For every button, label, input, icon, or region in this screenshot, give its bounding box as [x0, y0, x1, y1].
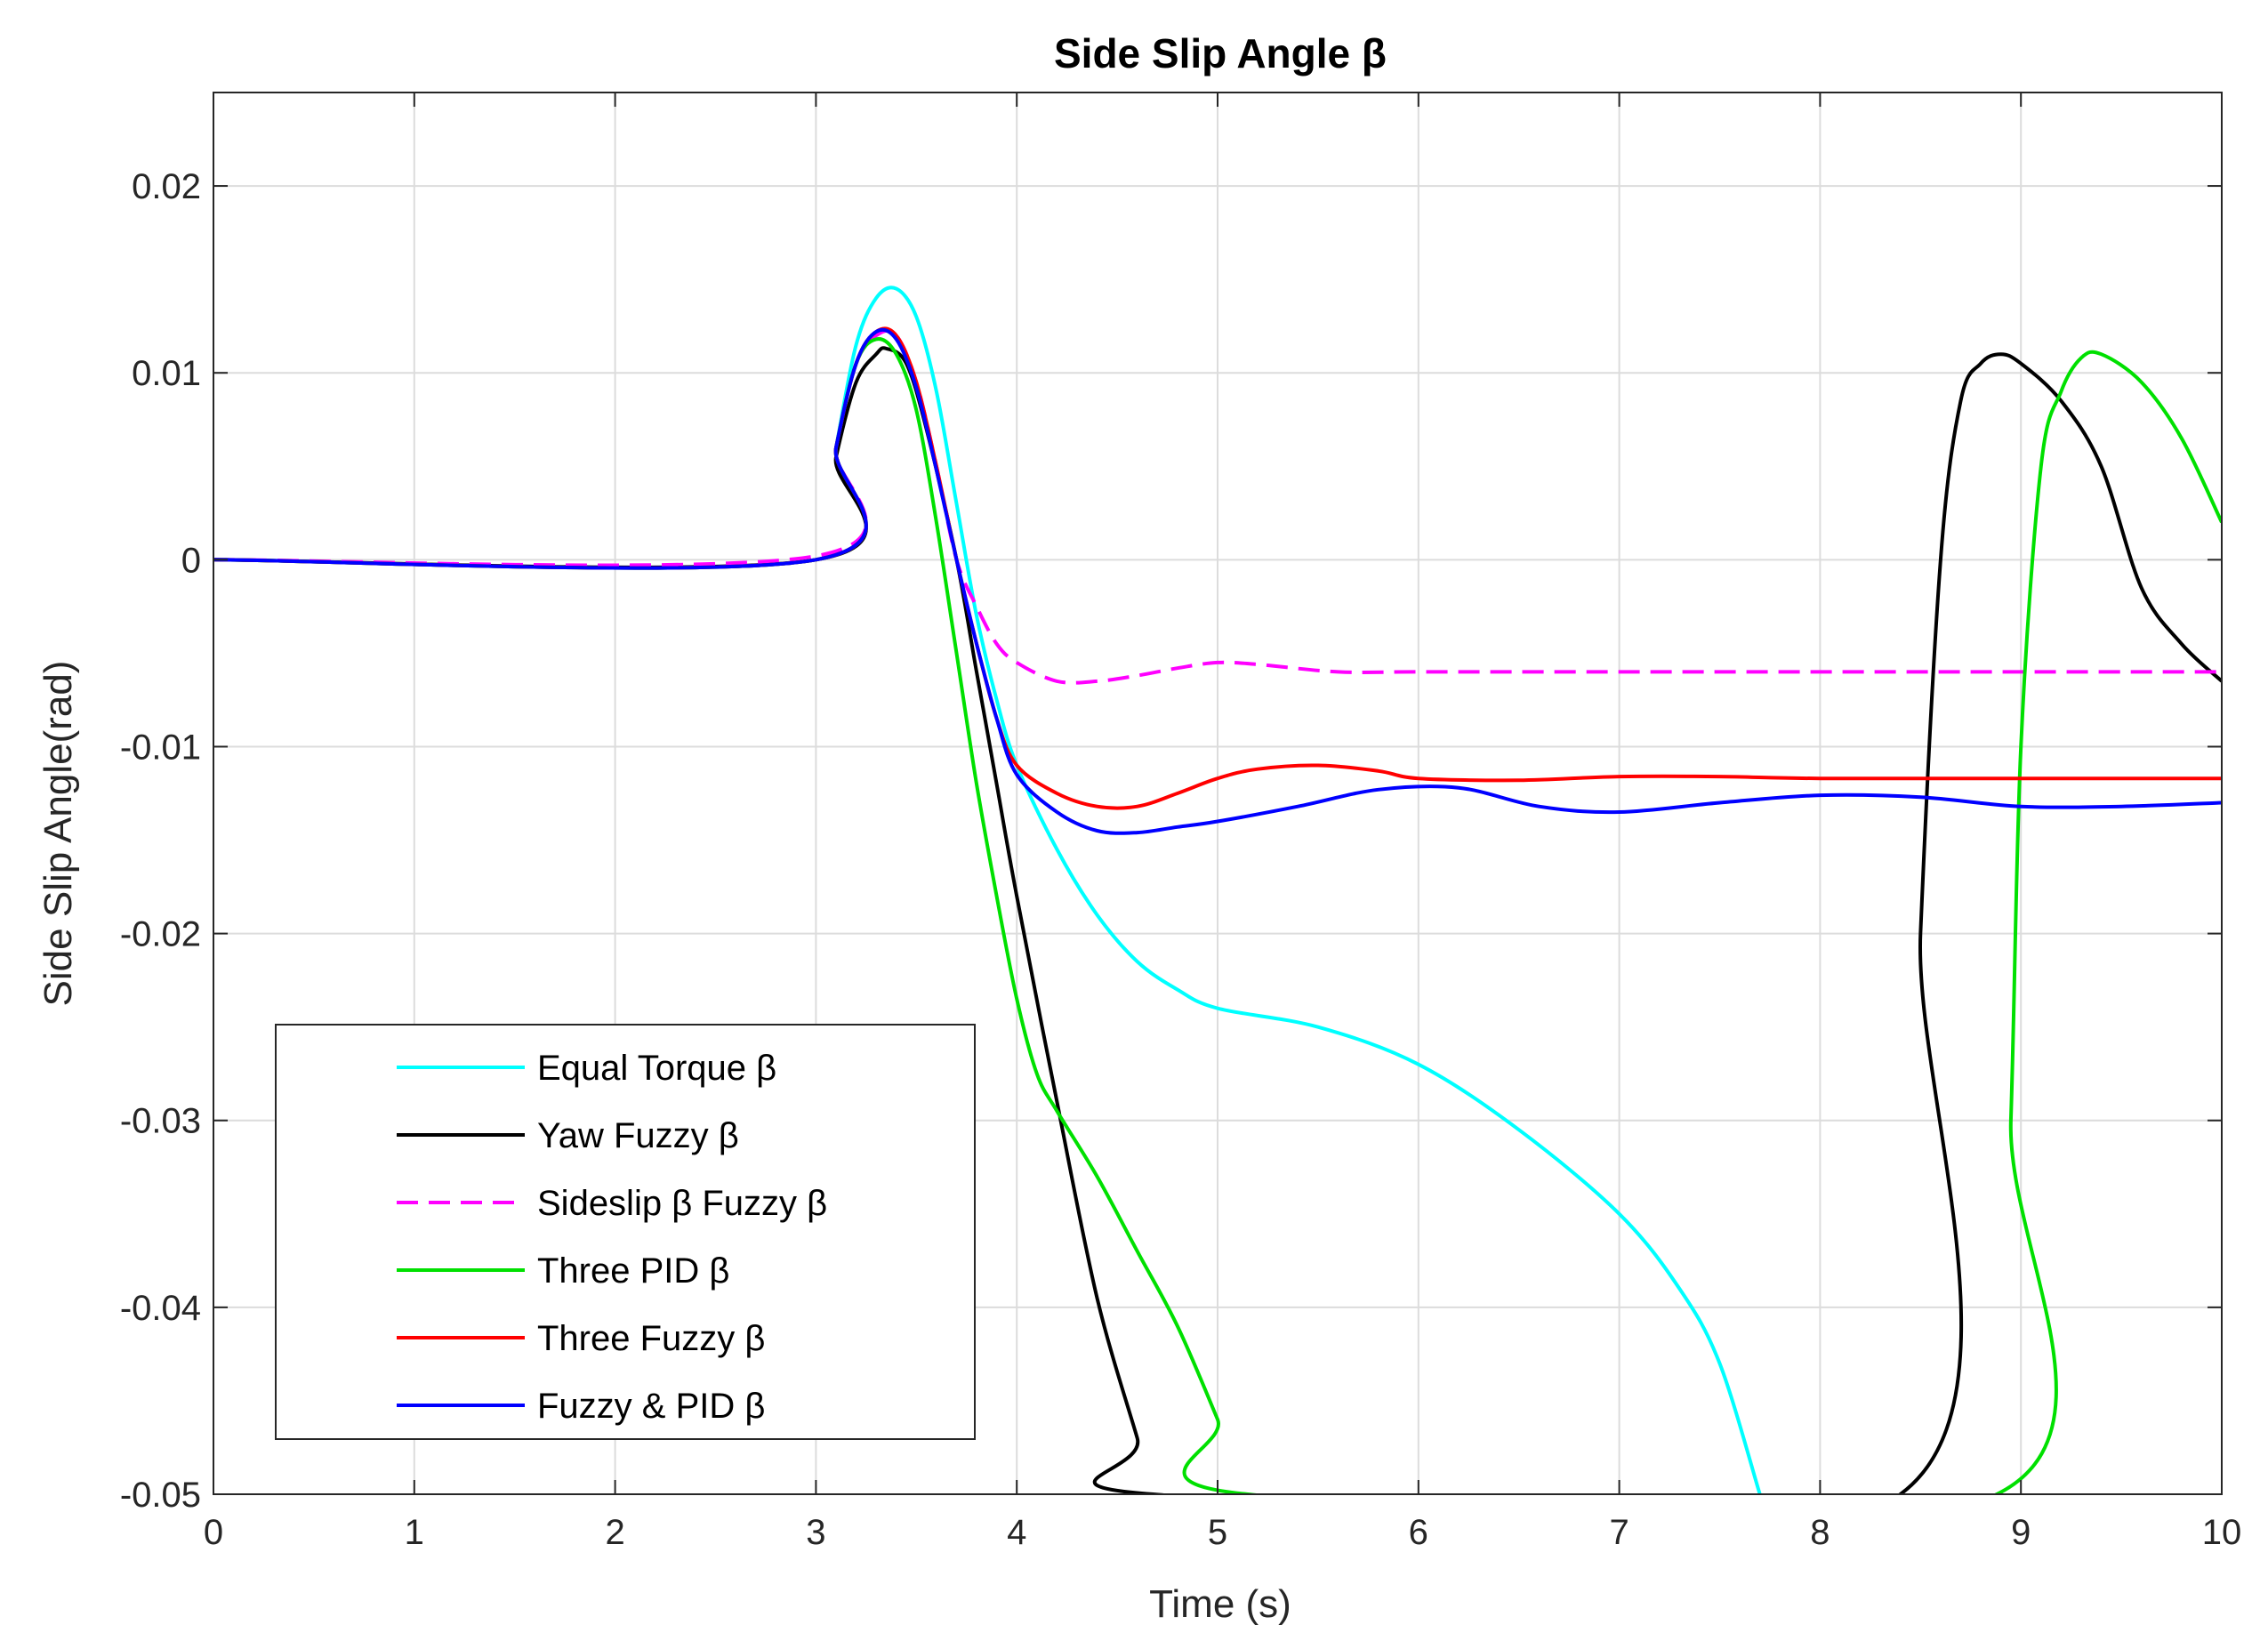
- legend-label: Yaw Fuzzy β: [537, 1116, 739, 1155]
- legend-box: [275, 1024, 976, 1440]
- x-tick-label: 2: [605, 1513, 624, 1552]
- legend-label: Equal Torque β: [537, 1049, 776, 1088]
- series-line: [213, 328, 2222, 685]
- series-layer: [213, 286, 2222, 1494]
- y-tick-label: 0.01: [132, 354, 201, 393]
- y-axis-label: Side Slip Angle(rad): [36, 661, 80, 1007]
- legend-label: Fuzzy & PID β: [537, 1387, 765, 1426]
- legend-label: Three Fuzzy β: [537, 1319, 765, 1358]
- y-tick-label: -0.04: [120, 1289, 201, 1328]
- axes: [213, 92, 2223, 1495]
- y-tick-label: -0.05: [120, 1476, 201, 1515]
- y-tick-label: -0.02: [120, 915, 201, 954]
- legend-label: Sideslip β Fuzzy β: [537, 1184, 827, 1223]
- legend-label: Three PID β: [537, 1251, 729, 1291]
- x-tick-label: 1: [405, 1513, 424, 1552]
- series-line: [213, 337, 2222, 1494]
- x-tick-label: 0: [204, 1513, 223, 1552]
- x-tick-label: 9: [2011, 1513, 2031, 1552]
- y-tick-label: -0.01: [120, 728, 201, 767]
- series-line: [213, 346, 2222, 1494]
- x-axis-label: Time (s): [1149, 1582, 1291, 1626]
- chart-title: Side Slip Angle β: [1054, 30, 1387, 76]
- x-tick-label: 3: [806, 1513, 825, 1552]
- x-tick-label: 6: [1409, 1513, 1428, 1552]
- x-tick-labels: 0 1 2 3 4 5 6 7 8 9 10: [204, 1513, 2241, 1552]
- y-tick-label: -0.03: [120, 1102, 201, 1141]
- series-line: [213, 327, 2222, 835]
- x-tick-label: 8: [1810, 1513, 1830, 1552]
- x-tick-label: 7: [1609, 1513, 1629, 1552]
- y-tick-label: 0: [181, 541, 201, 580]
- x-tick-label: 4: [1007, 1513, 1026, 1552]
- legend: Equal Torque β Yaw Fuzzy β Sideslip β Fuzz…: [275, 1024, 976, 1440]
- x-tick-label: 10: [2202, 1513, 2242, 1552]
- y-tick-labels: 0.02 0.01 0 -0.01 -0.02 -0.03 -0.04 -0.05: [120, 167, 201, 1515]
- y-tick-label: 0.02: [132, 167, 201, 206]
- x-tick-label: 5: [1208, 1513, 1227, 1552]
